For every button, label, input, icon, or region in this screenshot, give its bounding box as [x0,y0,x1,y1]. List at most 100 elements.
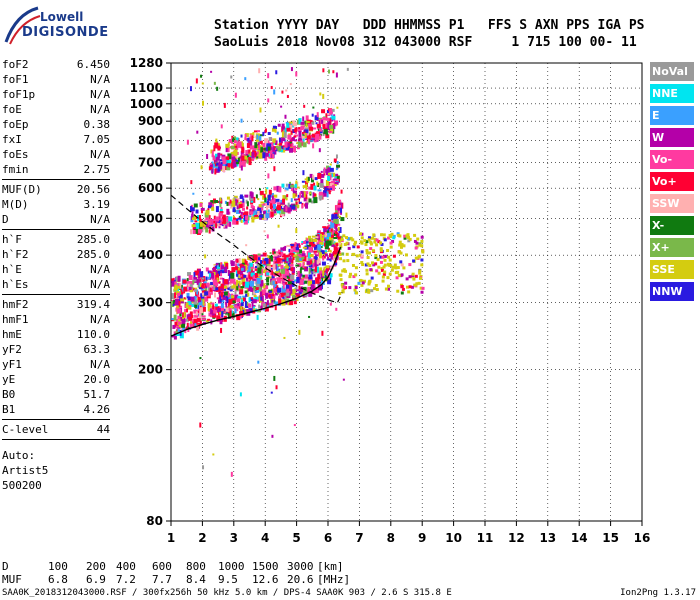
x-tick-label: 4 [261,531,269,545]
echo-point [189,289,193,293]
echo-point [309,192,312,195]
echo-point [321,120,326,127]
echo-point [204,288,208,291]
noise-point [329,302,332,306]
param-separator [2,294,110,295]
echo-point [234,294,239,300]
echo-point [253,286,256,291]
echo-point [352,252,356,256]
echo-point [379,247,383,251]
echo-point [207,277,211,280]
echo-point [230,145,235,149]
echo-point [264,285,269,290]
echo-point [331,180,336,185]
echo-point [240,267,244,271]
noise-point [256,314,259,320]
param-name: foF2 [2,58,29,71]
echo-point [304,280,308,284]
echo-point [269,150,273,155]
echo-point [286,298,290,303]
echo-point [231,312,235,319]
echo-point [290,184,295,188]
echo-point [313,250,318,253]
param-name: h`Es [2,278,29,291]
echo-point [249,133,253,136]
echo-point [420,235,424,239]
echo-point [209,287,213,292]
echo-point [286,244,291,247]
echo-point [238,207,241,210]
echo-point [357,281,361,285]
echo-point [313,185,317,191]
echo-point [303,241,307,245]
echo-point [260,265,263,269]
echo-point [294,279,299,282]
echo-point [275,253,280,256]
echo-point [321,236,325,242]
echo-point [377,265,381,269]
echo-point [266,204,269,211]
echo-point [290,293,293,296]
echo-point [383,254,387,258]
noise-point [322,68,325,73]
echo-point [318,191,323,197]
echo-point [301,253,306,257]
noise-point [290,67,293,72]
echo-point [240,219,243,223]
echo-point [333,123,336,130]
echo-point [377,271,381,275]
echo-point [240,211,243,215]
echo-point [387,284,391,288]
echo-point [197,296,201,303]
echo-point [270,299,273,305]
echo-point [271,208,276,211]
echo-point [324,250,327,253]
echo-point [200,296,205,299]
echo-point [270,206,275,210]
echo-point [289,255,292,260]
echo-point [223,285,227,289]
echo-point [193,287,198,290]
noise-point [241,299,244,303]
legend-vo: Vo- [650,150,694,169]
echo-point [291,254,294,257]
y-tick-label: 1280 [130,56,163,70]
echo-point [276,202,281,205]
echo-point [404,253,408,257]
echo-point [296,297,299,302]
echo-point [293,123,296,127]
echo-point [295,294,300,297]
echo-point [337,227,340,232]
echo-point [283,271,287,276]
echo-point [183,297,186,300]
echo-point [221,299,225,303]
noise-point [239,392,242,397]
echo-point [364,243,368,247]
echo-point [296,186,300,189]
echo-point [311,138,316,141]
echo-point [281,131,284,138]
echo-point [276,185,280,192]
echo-point [205,267,209,272]
echo-point [244,133,249,138]
echo-point [187,283,191,287]
echo-point [312,193,317,200]
echo-point [215,166,219,169]
echo-point [239,271,243,277]
echo-point [199,271,204,278]
echo-point [218,161,221,167]
param-value: 2.75 [83,163,111,176]
echo-point [295,201,298,205]
echo-point [250,272,255,277]
echo-point [212,272,216,276]
noise-point [238,210,241,214]
echo-point [189,323,194,328]
echo-point [276,257,281,263]
echo-point [311,290,316,295]
echo-point [333,158,337,163]
echo-point [290,142,294,147]
echo-point [271,288,275,294]
echo-point [187,327,190,330]
echo-point [258,152,263,159]
echo-point [337,207,342,211]
